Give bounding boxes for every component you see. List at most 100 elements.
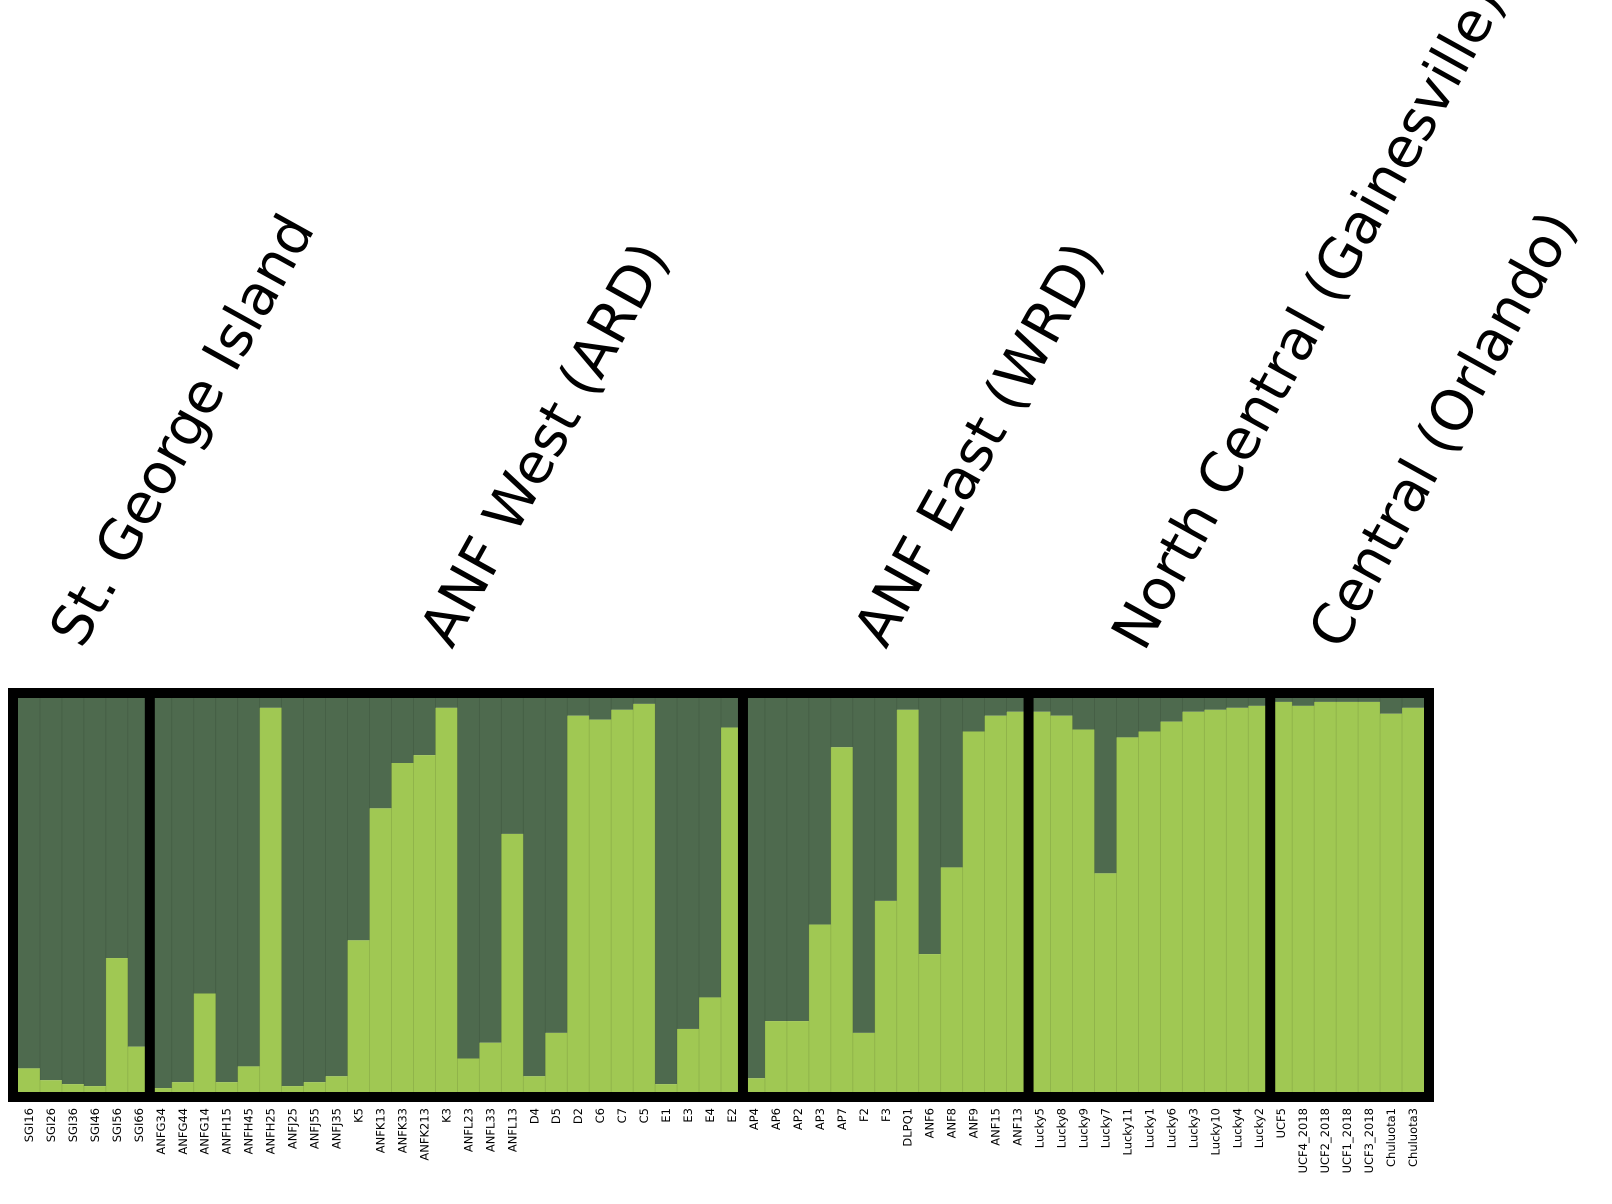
bar-dark-E4	[699, 698, 722, 998]
sample-label-ANFK13: ANFK13	[373, 1108, 387, 1153]
sample-label-Lucky3: Lucky3	[1186, 1108, 1200, 1148]
sample-label-C5: C5	[637, 1108, 651, 1123]
sample-label-Lucky9: Lucky9	[1076, 1108, 1090, 1148]
sample-label-C6: C6	[593, 1108, 607, 1123]
sample-label-ANFH45: ANFH45	[242, 1108, 256, 1154]
bar-light-ANFK213	[413, 755, 436, 1092]
sample-label-E1: E1	[659, 1108, 673, 1123]
bar-dark-K5	[347, 698, 370, 941]
bar-dark-Lucky5	[1028, 698, 1051, 712]
bar-dark-ANFJ35	[325, 698, 348, 1077]
bar-dark-D5	[545, 698, 568, 1033]
bar-light-UCF5	[1270, 701, 1293, 1092]
sample-label-AP4: AP4	[747, 1108, 761, 1130]
bar-light-Chuluota1	[1380, 713, 1403, 1092]
bar-dark-SGI46	[83, 698, 107, 1087]
bar-light-Lucky4	[1226, 707, 1249, 1092]
sample-label-UCF3_2018: UCF3_2018	[1362, 1108, 1376, 1173]
bar-light-ANFH25	[259, 707, 283, 1092]
bar-light-C5	[633, 703, 656, 1092]
sample-label-AP2: AP2	[791, 1108, 805, 1130]
bar-dark-AP3	[808, 698, 832, 925]
bar-dark-E2	[721, 698, 744, 728]
chart-frame	[8, 688, 1434, 1102]
bar-light-D4	[523, 1076, 546, 1092]
bar-light-F2	[852, 1032, 876, 1092]
bar-light-ANFH15	[215, 1082, 239, 1092]
sample-label-ANFL23: ANFL23	[461, 1108, 475, 1152]
sample-label-AP7: AP7	[835, 1108, 849, 1130]
sample-label-SGI36: SGI36	[66, 1108, 80, 1142]
sample-label-ANFJ35: ANFJ35	[330, 1108, 344, 1149]
bar-light-ANF9	[962, 731, 986, 1092]
bar-dark-ANFH45	[237, 698, 261, 1067]
bar-dark-Lucky4	[1226, 698, 1249, 708]
sample-label-E2: E2	[725, 1108, 739, 1123]
bar-dark-F3	[874, 698, 898, 901]
sample-label-K3: K3	[439, 1108, 453, 1123]
bar-light-ANF6	[918, 954, 942, 1092]
sample-label-SGI26: SGI26	[44, 1108, 58, 1142]
sample-label-SGI56: SGI56	[110, 1108, 124, 1142]
bar-dark-AP2	[786, 698, 810, 1022]
bar-light-ANFG14	[193, 993, 217, 1092]
bar-light-Lucky10	[1204, 709, 1227, 1092]
bar-dark-UCF4_2018	[1292, 698, 1315, 706]
bar-dark-ANF9	[962, 698, 986, 732]
sample-label-D4: D4	[527, 1108, 541, 1124]
bar-area	[18, 698, 1425, 1092]
sample-label-ANFL33: ANFL33	[483, 1108, 497, 1152]
bar-light-ANFJ35	[325, 1076, 348, 1092]
population-label: ANF East (WRD)	[841, 232, 1116, 657]
sample-label-F3: F3	[879, 1108, 893, 1122]
sample-label-ANF8: ANF8	[945, 1108, 959, 1138]
bar-dark-ANFL33	[479, 698, 502, 1043]
sample-label-SGI46: SGI46	[88, 1108, 102, 1142]
bar-light-Lucky11	[1116, 737, 1139, 1092]
bar-light-E1	[655, 1084, 678, 1092]
bar-light-Lucky9	[1072, 729, 1095, 1092]
bar-dark-SGI36	[61, 698, 85, 1085]
bar-light-Lucky3	[1182, 711, 1205, 1092]
bar-dark-AP4	[742, 698, 766, 1079]
sample-label-UCF1_2018: UCF1_2018	[1340, 1108, 1354, 1173]
sample-label-F2: F2	[857, 1108, 871, 1122]
outer-border	[8, 688, 1434, 1102]
bar-light-C6	[589, 719, 612, 1092]
bar-light-ANFK13	[369, 808, 392, 1092]
sample-label-ANFG14: ANFG14	[198, 1108, 212, 1155]
bar-light-D2	[567, 715, 590, 1092]
bar-dark-ANF13	[1006, 698, 1029, 712]
sample-label-Lucky5: Lucky5	[1033, 1108, 1047, 1148]
population-labels: St. George Island ANF West (ARD) ANF East …	[37, 0, 1589, 660]
bar-light-ANFH45	[237, 1066, 261, 1092]
sample-label-ANFJ25: ANFJ25	[286, 1108, 300, 1149]
sample-label-Chuluota3: Chuluota3	[1406, 1108, 1420, 1167]
bar-light-Lucky2	[1248, 705, 1271, 1092]
bar-dark-ANF8	[940, 698, 964, 868]
sample-label-UCF5: UCF5	[1274, 1108, 1288, 1138]
bar-dark-Lucky8	[1050, 698, 1073, 716]
sample-label-ANFJ55: ANFJ55	[308, 1108, 322, 1149]
bar-light-AP4	[742, 1078, 766, 1092]
sample-label-UCF4_2018: UCF4_2018	[1296, 1108, 1310, 1173]
bar-light-K5	[347, 940, 370, 1092]
bar-dark-ANFH25	[259, 698, 283, 708]
sample-label-SGI16: SGI16	[22, 1108, 36, 1142]
sample-label-ANF13: ANF13	[1011, 1108, 1025, 1146]
bar-dark-Lucky2	[1248, 698, 1271, 706]
bar-light-ANFJ25	[281, 1086, 304, 1092]
bar-dark-ANFJ25	[281, 698, 304, 1087]
bar-dark-UCF1_2018	[1336, 698, 1359, 702]
bar-light-SGI26	[39, 1080, 63, 1092]
bar-dark-Lucky1	[1138, 698, 1161, 732]
bar-dark-ANFK33	[391, 698, 414, 764]
bar-light-ANFG34	[149, 1088, 173, 1092]
bar-dark-C5	[633, 698, 656, 704]
bar-dark-C7	[611, 698, 634, 710]
sample-label-Lucky10: Lucky10	[1208, 1108, 1222, 1156]
sample-label-K5: K5	[352, 1108, 366, 1123]
bar-dark-SGI26	[39, 698, 63, 1081]
bar-dark-UCF3_2018	[1358, 698, 1381, 702]
bar-light-ANF8	[940, 867, 964, 1092]
